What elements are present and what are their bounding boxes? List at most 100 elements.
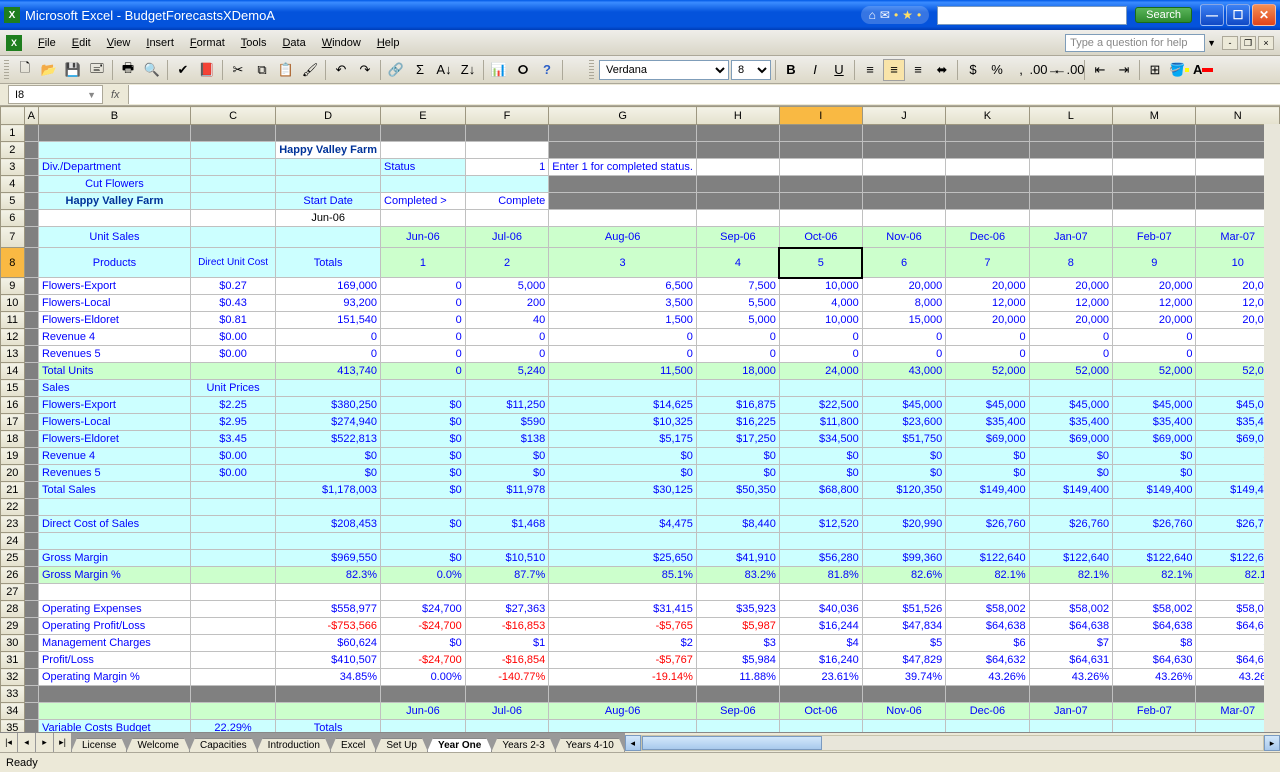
cell-I3[interactable] bbox=[779, 159, 862, 176]
cell-D4[interactable] bbox=[276, 176, 381, 193]
tab-nav-next[interactable]: ▸ bbox=[36, 733, 54, 752]
menu-tools[interactable]: Tools bbox=[233, 34, 275, 52]
cell-J11[interactable]: 15,000 bbox=[862, 312, 945, 329]
row-header-26[interactable]: 26 bbox=[1, 567, 25, 584]
mail-icon[interactable]: ✉ bbox=[880, 8, 890, 22]
cell-J28[interactable]: $51,526 bbox=[862, 601, 945, 618]
cell-G30[interactable]: $2 bbox=[549, 635, 697, 652]
cell-L10[interactable]: 12,000 bbox=[1029, 295, 1112, 312]
cell-C31[interactable] bbox=[190, 652, 275, 669]
cell-H8[interactable]: 4 bbox=[696, 248, 779, 278]
save-icon[interactable]: 💾 bbox=[62, 59, 84, 81]
cell-B8[interactable]: Products bbox=[38, 248, 190, 278]
cell-K11[interactable]: 20,000 bbox=[946, 312, 1029, 329]
cell-H4[interactable] bbox=[696, 176, 779, 193]
cell-M29[interactable]: $64,638 bbox=[1113, 618, 1196, 635]
cell-F26[interactable]: 87.7% bbox=[465, 567, 549, 584]
col-header-G[interactable]: G bbox=[549, 107, 697, 125]
row-header-3[interactable]: 3 bbox=[1, 159, 25, 176]
cell-F1[interactable] bbox=[465, 125, 549, 142]
cell-B27[interactable] bbox=[38, 584, 190, 601]
col-header-D[interactable]: D bbox=[276, 107, 381, 125]
cell-C28[interactable] bbox=[190, 601, 275, 618]
cell-F6[interactable] bbox=[465, 210, 549, 227]
cell-I32[interactable]: 23.61% bbox=[779, 669, 862, 686]
cell-I7[interactable]: Oct-06 bbox=[779, 227, 862, 248]
cell-I33[interactable] bbox=[779, 686, 862, 703]
cell-C30[interactable] bbox=[190, 635, 275, 652]
cell-F23[interactable]: $1,468 bbox=[465, 516, 549, 533]
cell-K17[interactable]: $35,400 bbox=[946, 414, 1029, 431]
cell-B17[interactable]: Flowers-Local bbox=[38, 414, 190, 431]
cell-E16[interactable]: $0 bbox=[381, 397, 466, 414]
cell-G28[interactable]: $31,415 bbox=[549, 601, 697, 618]
drawing-icon[interactable]: 🞇 bbox=[512, 59, 534, 81]
col-header-F[interactable]: F bbox=[465, 107, 549, 125]
cell-F35[interactable] bbox=[465, 720, 549, 733]
print-preview-icon[interactable]: 🔍 bbox=[141, 59, 163, 81]
cell-G32[interactable]: -19.14% bbox=[549, 669, 697, 686]
cell-C34[interactable] bbox=[190, 703, 275, 720]
menu-format[interactable]: Format bbox=[182, 34, 233, 52]
cell-C6[interactable] bbox=[190, 210, 275, 227]
cell-L4[interactable] bbox=[1029, 176, 1112, 193]
cell-H14[interactable]: 18,000 bbox=[696, 363, 779, 380]
cell-F4[interactable] bbox=[465, 176, 549, 193]
cell-L33[interactable] bbox=[1029, 686, 1112, 703]
row-header-25[interactable]: 25 bbox=[1, 550, 25, 567]
cell-H6[interactable] bbox=[696, 210, 779, 227]
row-header-34[interactable]: 34 bbox=[1, 703, 25, 720]
cell-I30[interactable]: $4 bbox=[779, 635, 862, 652]
cell-D28[interactable]: $558,977 bbox=[276, 601, 381, 618]
cell-M8[interactable]: 9 bbox=[1113, 248, 1196, 278]
cell-G31[interactable]: -$5,767 bbox=[549, 652, 697, 669]
cell-G33[interactable] bbox=[549, 686, 697, 703]
cell-K7[interactable]: Dec-06 bbox=[946, 227, 1029, 248]
cell-C20[interactable]: $0.00 bbox=[190, 465, 275, 482]
cell-F30[interactable]: $1 bbox=[465, 635, 549, 652]
cell-H33[interactable] bbox=[696, 686, 779, 703]
cell-C10[interactable]: $0.43 bbox=[190, 295, 275, 312]
cell-C14[interactable] bbox=[190, 363, 275, 380]
cell-F15[interactable] bbox=[465, 380, 549, 397]
cell-H30[interactable]: $3 bbox=[696, 635, 779, 652]
cell-K23[interactable]: $26,760 bbox=[946, 516, 1029, 533]
cell-I34[interactable]: Oct-06 bbox=[779, 703, 862, 720]
cell-A4[interactable] bbox=[24, 176, 38, 193]
cell-D18[interactable]: $522,813 bbox=[276, 431, 381, 448]
cell-A34[interactable] bbox=[24, 703, 38, 720]
cell-J22[interactable] bbox=[862, 499, 945, 516]
cell-H26[interactable]: 83.2% bbox=[696, 567, 779, 584]
row-header-12[interactable]: 12 bbox=[1, 329, 25, 346]
align-right-icon[interactable]: ≡ bbox=[907, 59, 929, 81]
cell-K34[interactable]: Dec-06 bbox=[946, 703, 1029, 720]
cell-L9[interactable]: 20,000 bbox=[1029, 278, 1112, 295]
cell-B30[interactable]: Management Charges bbox=[38, 635, 190, 652]
row-header-29[interactable]: 29 bbox=[1, 618, 25, 635]
cell-D29[interactable]: -$753,566 bbox=[276, 618, 381, 635]
menu-view[interactable]: View bbox=[99, 34, 139, 52]
cell-C21[interactable] bbox=[190, 482, 275, 499]
cell-G13[interactable]: 0 bbox=[549, 346, 697, 363]
cell-M15[interactable] bbox=[1113, 380, 1196, 397]
cell-J9[interactable]: 20,000 bbox=[862, 278, 945, 295]
percent-icon[interactable]: % bbox=[986, 59, 1008, 81]
cell-I28[interactable]: $40,036 bbox=[779, 601, 862, 618]
cell-A7[interactable] bbox=[24, 227, 38, 248]
chart-wizard-icon[interactable]: 📊 bbox=[488, 59, 510, 81]
cell-M24[interactable] bbox=[1113, 533, 1196, 550]
cell-B33[interactable] bbox=[38, 686, 190, 703]
cell-A2[interactable] bbox=[24, 142, 38, 159]
cell-K16[interactable]: $45,000 bbox=[946, 397, 1029, 414]
cell-I35[interactable] bbox=[779, 720, 862, 733]
open-icon[interactable]: 📂 bbox=[38, 59, 60, 81]
cell-E31[interactable]: -$24,700 bbox=[381, 652, 466, 669]
cell-A14[interactable] bbox=[24, 363, 38, 380]
cell-E15[interactable] bbox=[381, 380, 466, 397]
cell-I25[interactable]: $56,280 bbox=[779, 550, 862, 567]
formula-input[interactable] bbox=[128, 85, 1280, 104]
cell-E8[interactable]: 1 bbox=[381, 248, 466, 278]
cell-E18[interactable]: $0 bbox=[381, 431, 466, 448]
row-header-5[interactable]: 5 bbox=[1, 193, 25, 210]
cell-A24[interactable] bbox=[24, 533, 38, 550]
